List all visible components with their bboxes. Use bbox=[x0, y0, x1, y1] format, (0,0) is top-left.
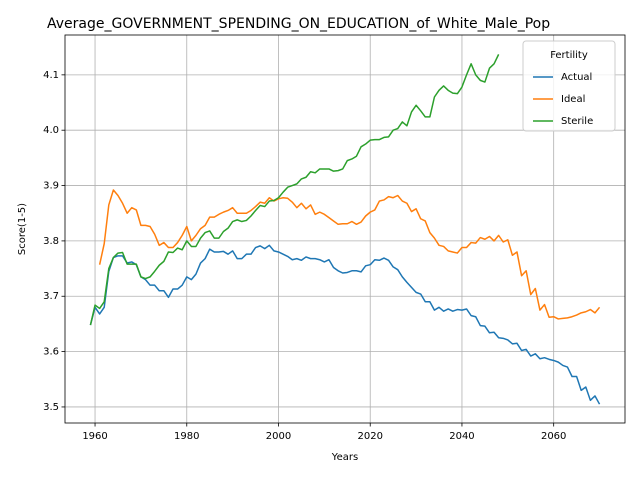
legend-box bbox=[522, 40, 616, 132]
y-tick-label: 3.9 bbox=[43, 181, 59, 192]
chart-title: Average_GOVERNMENT_SPENDING_ON_EDUCATION… bbox=[47, 16, 550, 32]
y-tick-label: 3.6 bbox=[43, 347, 59, 358]
legend-label: Actual bbox=[561, 72, 592, 83]
x-tick-label: 1980 bbox=[174, 431, 199, 442]
y-tick-label: 4.1 bbox=[43, 70, 59, 81]
legend-title: Fertility bbox=[550, 50, 588, 61]
x-tick-label: 2040 bbox=[449, 431, 474, 442]
series-line bbox=[98, 189, 601, 320]
series-line bbox=[89, 54, 500, 326]
x-tick-label: 1960 bbox=[82, 431, 107, 442]
legend-label: Sterile bbox=[561, 116, 593, 127]
x-axis-label: Years bbox=[331, 452, 358, 463]
plot-frame bbox=[64, 34, 626, 424]
y-tick-label: 3.7 bbox=[43, 291, 59, 302]
y-tick-label: 3.8 bbox=[43, 236, 59, 247]
legend-label: Ideal bbox=[561, 94, 585, 105]
x-tick-label: 2000 bbox=[266, 431, 291, 442]
y-tick-label: 4.0 bbox=[43, 125, 59, 136]
x-tick-label: 2060 bbox=[541, 431, 566, 442]
series-line bbox=[89, 244, 601, 405]
y-axis-label: Score(1-5) bbox=[17, 203, 28, 255]
y-tick-label: 3.5 bbox=[43, 402, 59, 413]
x-tick-label: 2020 bbox=[357, 431, 382, 442]
